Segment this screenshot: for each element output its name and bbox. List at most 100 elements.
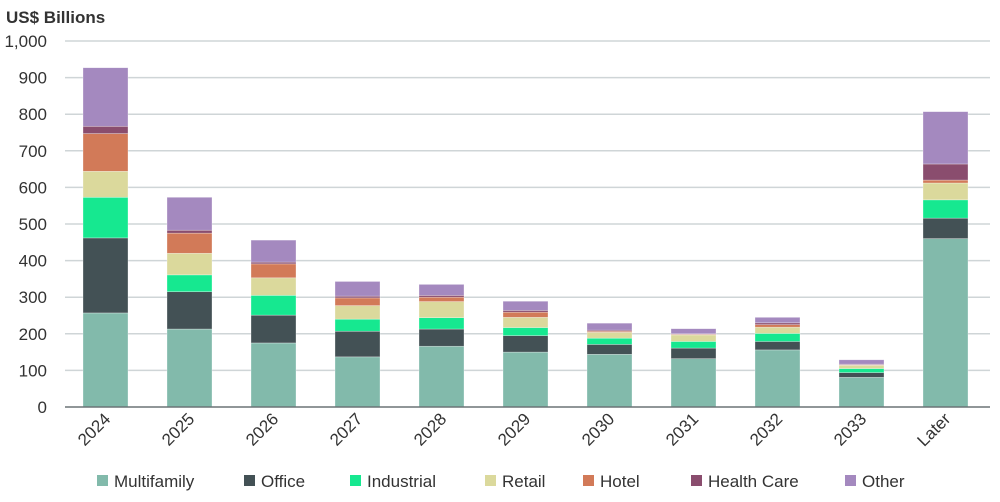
bar-segment-other <box>166 196 213 231</box>
bar-segment-retail <box>418 301 465 318</box>
bar-segment-hotel <box>502 311 549 318</box>
x-tick-label: 2031 <box>662 409 702 449</box>
bar-segment-hotel <box>82 133 129 172</box>
bar-segment-industrial <box>334 318 381 332</box>
bar-segment-hotel <box>418 296 465 302</box>
y-tick-label: 300 <box>19 288 47 307</box>
legend-item-health-care: Health Care <box>691 472 799 491</box>
x-tick-label: 2026 <box>242 409 282 449</box>
y-tick-label: 800 <box>19 105 47 124</box>
legend-item-industrial: Industrial <box>350 472 436 491</box>
bar-segment-industrial <box>82 196 129 239</box>
legend-swatch <box>244 475 255 486</box>
bar-segment-health-care <box>922 163 969 181</box>
legend-item-hotel: Hotel <box>583 472 640 491</box>
x-tick-label: 2032 <box>746 409 786 449</box>
bar-segment-industrial <box>166 274 213 293</box>
y-tick-label: 100 <box>19 361 47 380</box>
x-tick-label: 2033 <box>830 409 870 449</box>
legend-label: Hotel <box>600 472 640 491</box>
bar-segment-other <box>586 322 633 331</box>
legend-label: Industrial <box>367 472 436 491</box>
legend-swatch <box>845 475 856 486</box>
legend-swatch <box>485 475 496 486</box>
bar-segment-office <box>754 341 801 351</box>
bar-segment-office <box>418 328 465 347</box>
legend-item-multifamily: Multifamily <box>97 472 195 491</box>
bar-segment-industrial <box>418 317 465 330</box>
bar-segment-other <box>754 317 801 324</box>
bar-segment-hotel <box>922 179 969 184</box>
legend-swatch <box>583 475 594 486</box>
legend-label: Retail <box>502 472 545 491</box>
legend-label: Health Care <box>708 472 799 491</box>
bar-segment-office <box>82 237 129 314</box>
bar-segment-retail <box>754 326 801 334</box>
bar-stack-2024 <box>82 67 129 408</box>
bar-segment-other <box>418 284 465 296</box>
bar-stack-2026 <box>250 239 297 408</box>
y-tick-labels: 0 100 200 300 400 500 600 700 800 900 1,000 <box>4 32 47 417</box>
bar-stack-2027 <box>334 281 381 408</box>
y-axis-title: US$ Billions <box>6 8 105 27</box>
bar-segment-retail <box>922 182 969 201</box>
y-tick-label: 600 <box>19 178 47 197</box>
legend-label: Office <box>261 472 305 491</box>
y-tick-label: 700 <box>19 142 47 161</box>
bar-segment-other <box>334 281 381 297</box>
bar-segment-other <box>250 239 297 263</box>
bar-segment-health-care <box>166 229 213 234</box>
legend-item-other: Other <box>845 472 905 491</box>
bar-segment-hotel <box>166 232 213 254</box>
legend-swatch <box>97 475 108 486</box>
x-tick-labels: 2024 2025 2026 2027 2028 2029 2030 2031 2032 2033… <box>74 409 954 450</box>
y-tick-label: 0 <box>38 398 47 417</box>
bar-segment-industrial <box>250 295 297 316</box>
bar-segment-multifamily <box>502 351 549 408</box>
y-tick-label: 500 <box>19 215 47 234</box>
bar-segment-health-care <box>82 125 129 134</box>
bar-segment-retail <box>502 317 549 328</box>
legend-item-retail: Retail <box>485 472 545 491</box>
bar-stack-2030 <box>586 322 633 408</box>
bar-stack-2025 <box>166 196 213 408</box>
x-tick-label: Later <box>913 409 954 450</box>
bar-segment-office <box>166 291 213 330</box>
bar-segment-retail <box>838 364 885 369</box>
bar-segment-multifamily <box>670 358 717 408</box>
bar-segment-retail <box>334 305 381 320</box>
bar-segment-retail <box>166 252 213 276</box>
y-tick-label: 1,000 <box>4 32 47 51</box>
bar-segment-other <box>82 67 129 127</box>
bar-segment-hotel <box>754 324 801 328</box>
y-tick-label: 900 <box>19 69 47 88</box>
bar-segment-office <box>838 372 885 378</box>
bar-stack-2033 <box>838 359 885 408</box>
bar-segment-industrial <box>922 199 969 219</box>
bar-segment-office <box>334 330 381 358</box>
gridlines <box>65 40 990 372</box>
bar-segment-multifamily <box>838 377 885 408</box>
x-tick-label: 2028 <box>410 409 450 449</box>
legend-label: Multifamily <box>114 472 195 491</box>
legend-item-office: Office <box>244 472 305 491</box>
y-tick-label: 200 <box>19 325 47 344</box>
bar-segment-hotel <box>250 263 297 279</box>
bar-segment-multifamily <box>922 238 969 408</box>
bar-segment-office <box>250 314 297 344</box>
bar-segment-multifamily <box>250 342 297 408</box>
x-tick-label: 2027 <box>326 409 366 449</box>
bar-stack-Later <box>922 111 969 408</box>
bar-stack-2029 <box>502 300 549 408</box>
x-tick-label: 2024 <box>74 409 114 449</box>
bars <box>82 67 969 408</box>
legend-label: Other <box>862 472 905 491</box>
bar-stack-2031 <box>670 328 717 408</box>
bar-segment-multifamily <box>82 312 129 408</box>
bar-segment-office <box>586 344 633 355</box>
legend-swatch <box>691 475 702 486</box>
bar-segment-office <box>922 217 969 239</box>
bar-segment-industrial <box>754 333 801 342</box>
bar-segment-other <box>922 111 969 165</box>
